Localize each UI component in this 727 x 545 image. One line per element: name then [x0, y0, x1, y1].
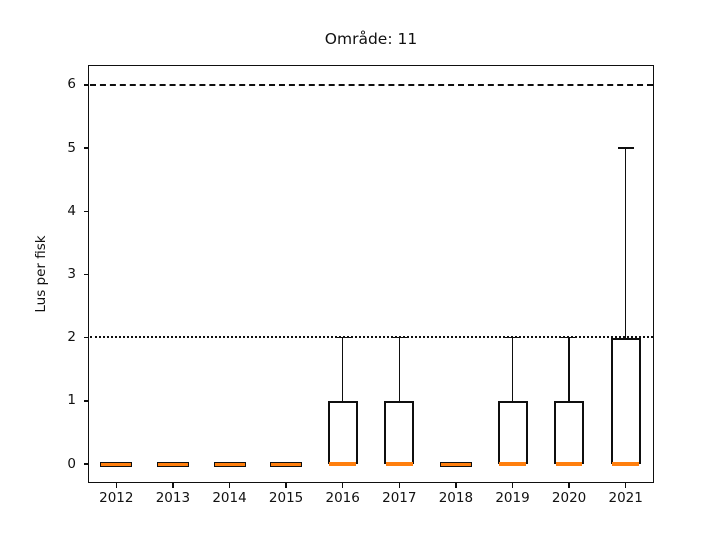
x-tick-mark — [172, 483, 174, 488]
y-tick-label: 4 — [67, 202, 76, 219]
boxplot-whisker-2017 — [398, 337, 401, 401]
y-tick-mark — [83, 400, 88, 402]
boxplot-box-2017 — [384, 400, 415, 464]
x-tick-label: 2017 — [382, 490, 417, 506]
reference-line-dashed — [89, 83, 653, 86]
reference-line-dotted — [89, 336, 653, 339]
x-tick-label: 2021 — [608, 490, 643, 506]
y-tick-mark — [83, 336, 88, 339]
y-tick-label: 6 — [67, 76, 76, 93]
chart-title: Område: 11 — [324, 30, 418, 48]
x-tick-mark — [398, 483, 401, 488]
x-tick-mark — [285, 483, 287, 488]
boxplot-median-2018 — [440, 462, 471, 466]
x-tick-label: 2013 — [155, 490, 191, 506]
y-tick-label: 0 — [67, 455, 76, 472]
boxplot-median-2020 — [555, 462, 583, 466]
boxplot-whisker-cap-2020 — [561, 336, 578, 339]
y-tick-label: 2 — [67, 329, 76, 346]
y-tick-mark — [83, 147, 88, 149]
boxplot-whisker-2021 — [624, 148, 627, 338]
y-tick-label: 5 — [67, 139, 76, 156]
boxplot-box-2019 — [497, 400, 528, 464]
boxplot-median-2012 — [101, 462, 132, 466]
x-tick-label: 2014 — [212, 490, 247, 506]
boxplot-median-2021 — [612, 462, 640, 466]
boxplot-median-2017 — [385, 462, 413, 466]
boxplot-whisker-cap-2017 — [391, 336, 408, 339]
x-tick-label: 2016 — [325, 490, 360, 506]
boxplot-median-2013 — [157, 462, 188, 466]
x-tick-mark — [511, 483, 514, 488]
boxplot-median-2019 — [499, 462, 526, 466]
boxplot-median-2015 — [271, 462, 302, 466]
x-tick-label: 2019 — [495, 490, 530, 506]
boxplot-whisker-2020 — [568, 337, 570, 401]
boxplot-box-2016 — [327, 400, 358, 464]
y-tick-mark — [83, 210, 88, 213]
x-tick-mark — [341, 483, 344, 488]
x-tick-mark — [624, 483, 627, 488]
x-tick-label: 2020 — [551, 490, 587, 506]
boxplot-whisker-cap-2021 — [617, 147, 634, 149]
y-tick-mark — [83, 84, 88, 86]
x-tick-mark — [228, 483, 231, 488]
x-tick-mark — [568, 483, 570, 488]
boxplot-box-2021 — [610, 337, 641, 464]
boxplot-whisker-cap-2016 — [334, 336, 351, 339]
y-tick-mark — [83, 273, 88, 276]
boxplot-whisker-2019 — [511, 337, 514, 401]
boxplot-whisker-2016 — [341, 337, 344, 401]
boxplot-median-2014 — [214, 462, 245, 466]
x-tick-label: 2015 — [268, 490, 304, 506]
x-tick-mark — [115, 483, 118, 488]
x-tick-label: 2018 — [438, 490, 474, 506]
y-tick-label: 3 — [67, 265, 76, 282]
y-tick-label: 1 — [67, 392, 76, 409]
boxplot-median-2016 — [329, 462, 357, 466]
boxplot-whisker-cap-2019 — [504, 336, 521, 339]
boxplot-box-2020 — [554, 400, 585, 464]
x-tick-label: 2012 — [99, 490, 134, 506]
y-tick-mark — [83, 463, 88, 465]
x-tick-mark — [455, 483, 457, 488]
